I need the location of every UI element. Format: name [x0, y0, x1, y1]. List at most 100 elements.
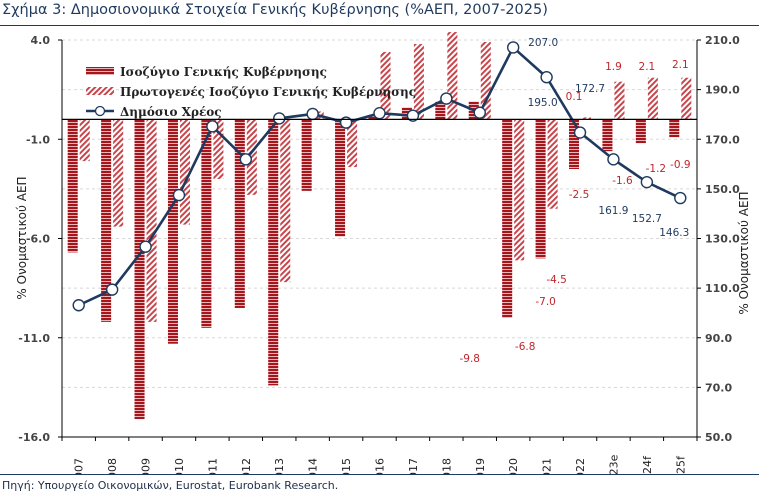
- axes: 4.0 -1.0 -6.0 -11.0 -16.0 210.0 190.0 170.0 150.…: [15, 34, 751, 474]
- left-tick-label: -11.0: [18, 332, 50, 345]
- right-tick-label: 70.0: [705, 381, 732, 394]
- x-tick-label: 2008: [106, 458, 119, 474]
- debt-point: [440, 92, 453, 105]
- balance-bar: [335, 119, 346, 237]
- primary-balance-bar: [447, 32, 458, 120]
- x-tick-label: 2022: [574, 458, 587, 474]
- balance-data-label: -6.8: [515, 341, 536, 353]
- debt-data-label: 207.0: [528, 37, 558, 49]
- debt-point: [607, 153, 620, 166]
- x-tick-label: 2013: [273, 458, 286, 474]
- debt-data-label: 161.9: [598, 205, 628, 217]
- primary-balance-bar: [480, 41, 491, 120]
- left-tick-label: -1.0: [26, 133, 50, 146]
- primary-balance-bar: [79, 119, 90, 162]
- x-tick-label: 2023e: [607, 454, 620, 474]
- balance-data-label: -0.9: [670, 159, 691, 171]
- x-tick-label: 2012: [240, 458, 253, 474]
- right-tick-label: 130.0: [705, 233, 740, 246]
- x-tick-label: 2021: [541, 458, 554, 474]
- primary-balance-bar: [681, 77, 692, 120]
- left-tick-label: -6.0: [26, 233, 50, 246]
- balance-bar: [669, 119, 680, 138]
- primary-balance-bar: [347, 119, 358, 168]
- x-tick-label: 2011: [206, 458, 219, 474]
- balance-bar: [435, 101, 446, 120]
- balance-bar: [101, 119, 112, 322]
- grid-lines: [62, 39, 697, 438]
- primary-balance-bar: [179, 119, 190, 225]
- balance-bar: [134, 119, 145, 420]
- debt-point: [373, 106, 386, 120]
- balance-data-label: -4.5: [546, 274, 567, 286]
- primary-data-label: 2.1: [672, 59, 689, 71]
- x-tick-label: 2010: [173, 458, 186, 474]
- debt-point: [239, 153, 253, 166]
- balance-bar: [368, 115, 379, 120]
- balance-bar: [67, 119, 78, 253]
- debt-data-label: 146.3: [659, 227, 689, 239]
- balance-bar: [602, 119, 613, 152]
- left-axis-title: % Ονομαστικού ΑΕΠ: [15, 176, 29, 299]
- debt-data-label: 195.0: [528, 97, 558, 109]
- primary-balance-bar: [614, 81, 625, 120]
- chart-canvas: 4.0 -1.0 -6.0 -11.0 -16.0 210.0 190.0 170.0 150.…: [15, 32, 751, 474]
- balance-bar: [502, 119, 513, 318]
- debt-line-layer: [72, 41, 687, 312]
- balance-bar: [201, 119, 212, 328]
- primary-balance-bar: [213, 119, 224, 179]
- primary-balance-bar: [647, 77, 658, 120]
- balance-bar: [569, 119, 580, 170]
- right-tick-label: 150.0: [705, 183, 740, 196]
- primary-data-label: 0.1: [566, 91, 583, 103]
- right-tick-label: 50.0: [705, 431, 732, 444]
- x-tick-label: 2016: [374, 458, 387, 474]
- debt-point: [172, 188, 186, 202]
- right-tick-label: 110.0: [705, 282, 740, 295]
- balance-bar: [167, 119, 178, 344]
- balance-bar: [301, 119, 312, 191]
- legend-label-primary: Πρωτογενές Ισοζύγιο Γενικής Κυβέρνησης: [120, 85, 416, 99]
- right-tick-label: 170.0: [705, 133, 740, 146]
- debt-data-label: 172.7: [575, 83, 605, 95]
- debt-point: [306, 107, 319, 121]
- x-tick-label: 2019: [474, 458, 487, 474]
- legend-label-balance: Ισοζύγιο Γενικής Κυβέρνησης: [120, 65, 327, 79]
- legend-swatch-primary: [86, 87, 114, 95]
- primary-data-label: 2.1: [639, 61, 656, 73]
- primary-balance-bar: [514, 119, 525, 261]
- debt-point: [273, 112, 286, 125]
- debt-point: [406, 109, 420, 122]
- primary-balance-bar: [113, 119, 124, 227]
- balance-data-label: -2.5: [569, 189, 590, 201]
- x-tick-label: 2018: [440, 458, 453, 474]
- balance-data-label: -9.8: [460, 353, 481, 365]
- legend-label-debt: Δημόσιο Χρέος: [120, 105, 222, 119]
- right-tick-label: 190.0: [705, 84, 740, 97]
- balance-bar: [635, 119, 646, 144]
- primary-balance-bar: [280, 119, 291, 283]
- x-tick-label: 2014: [307, 458, 320, 474]
- legend-swatch-balance: [86, 67, 114, 75]
- x-tick-label: 2015: [340, 458, 353, 474]
- x-tick-label: 2024f: [641, 455, 654, 474]
- x-tick-label: 2007: [73, 458, 86, 474]
- balance-bar: [268, 119, 279, 386]
- left-tick-label: 4.0: [31, 34, 51, 47]
- legend: Ισοζύγιο Γενικής Κυβέρνησης Πρωτογενές Ισ…: [86, 65, 416, 119]
- debt-point: [72, 299, 85, 312]
- debt-point: [674, 191, 687, 205]
- primary-balance-bar: [246, 119, 257, 195]
- primary-balance-bar: [581, 117, 592, 120]
- right-tick-label: 90.0: [705, 332, 732, 345]
- title-rule: [0, 25, 759, 26]
- bar-marks: [67, 32, 692, 420]
- x-tick-label: 2009: [140, 458, 153, 474]
- debt-point: [640, 175, 654, 189]
- legend-marker-debt: [94, 105, 106, 117]
- primary-balance-bar: [547, 119, 558, 209]
- balance-data-label: -7.0: [535, 296, 556, 308]
- debt-point: [506, 41, 520, 54]
- debt-point: [473, 106, 486, 119]
- primary-data-label: 1.9: [605, 61, 622, 73]
